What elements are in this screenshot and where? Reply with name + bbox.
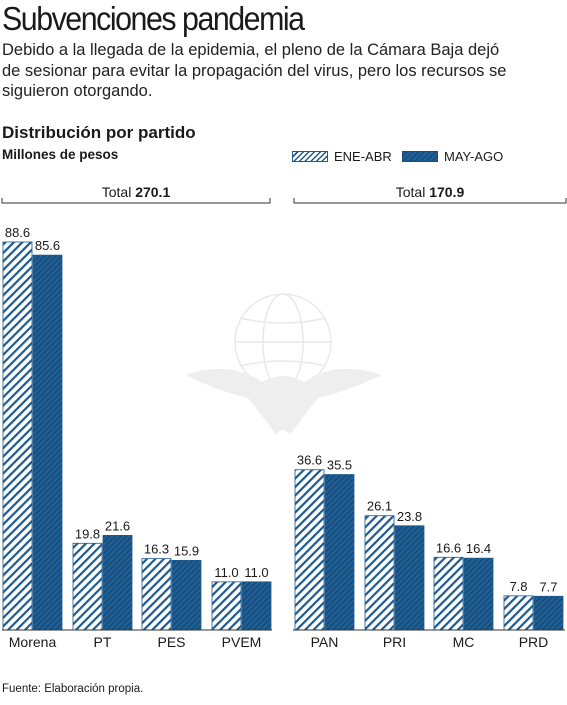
value-label-pvem-may-ago: 11.0: [244, 565, 268, 580]
bar-pt-ene-abr: [72, 542, 103, 631]
category-label-pt: PT: [94, 634, 112, 650]
total-bracket-2: [293, 198, 567, 204]
total-label-1: Total 270.1: [102, 184, 171, 200]
bar-prd-may-ago: [533, 595, 564, 631]
bar-mc-may-ago: [463, 557, 494, 631]
legend-item-ene-abr: ENE-ABR: [292, 149, 392, 164]
value-label-pt-ene-abr: 19.8: [75, 526, 100, 541]
bar-pvem-may-ago: [241, 581, 272, 631]
legend-swatch-hatched: [292, 151, 328, 162]
chart-subtitle: Debido a la llegada de la epidemia, el p…: [2, 41, 507, 100]
legend-swatch-solid: [402, 151, 438, 162]
value-label-mc-may-ago: 16.4: [466, 541, 491, 556]
bar-pes-ene-abr: [141, 558, 172, 631]
bar-prd-ene-abr: [503, 595, 534, 631]
bar-pt-may-ago: [102, 535, 133, 631]
legend-item-may-ago: MAY-AGO: [402, 149, 503, 164]
bar-morena-ene-abr: [2, 241, 33, 631]
category-label-morena: Morena: [9, 634, 57, 650]
chart-title: Subvenciones pandemia: [2, 0, 305, 37]
category-label-mc: MC: [453, 634, 475, 650]
bar-pan-ene-abr: [294, 469, 325, 631]
section-heading: Distribución por partido: [2, 123, 196, 142]
value-label-morena-may-ago: 85.6: [35, 238, 60, 253]
category-label-pvem: PVEM: [222, 634, 262, 650]
value-label-mc-ene-abr: 16.6: [436, 540, 461, 555]
value-label-morena-ene-abr: 88.6: [5, 225, 30, 240]
bar-pes-may-ago: [171, 559, 202, 631]
value-label-pri-may-ago: 23.8: [397, 509, 422, 524]
bar-pri-may-ago: [394, 525, 425, 631]
value-label-pt-may-ago: 21.6: [105, 518, 130, 533]
value-label-pes-may-ago: 15.9: [174, 543, 199, 558]
eagle-globe-watermark: [185, 293, 382, 435]
category-label-pri: PRI: [383, 634, 406, 650]
legend-label-ene-abr: ENE-ABR: [334, 149, 392, 164]
category-label-pan: PAN: [311, 634, 339, 650]
category-label-prd: PRD: [519, 634, 549, 650]
value-label-pri-ene-abr: 26.1: [367, 499, 392, 514]
value-label-prd-ene-abr: 7.8: [509, 579, 527, 594]
value-label-pes-ene-abr: 16.3: [144, 542, 169, 557]
bar-pri-ene-abr: [364, 515, 395, 631]
legend-label-may-ago: MAY-AGO: [444, 149, 504, 164]
value-label-pvem-ene-abr: 11.0: [214, 565, 238, 580]
value-label-pan-ene-abr: 36.6: [297, 453, 322, 468]
bar-pvem-ene-abr: [211, 581, 242, 631]
value-label-prd-may-ago: 7.7: [539, 579, 557, 594]
total-bracket-1: [1, 198, 271, 204]
bar-mc-ene-abr: [433, 556, 464, 631]
source-note: Fuente: Elaboración propia.: [2, 683, 144, 695]
bar-morena-may-ago: [32, 254, 63, 631]
category-label-pes: PES: [157, 634, 185, 650]
total-label-2: Total 170.9: [396, 184, 465, 200]
value-label-pan-may-ago: 35.5: [327, 458, 352, 473]
y-axis-units-label: Millones de pesos: [2, 147, 119, 162]
bar-pan-may-ago: [324, 474, 355, 631]
